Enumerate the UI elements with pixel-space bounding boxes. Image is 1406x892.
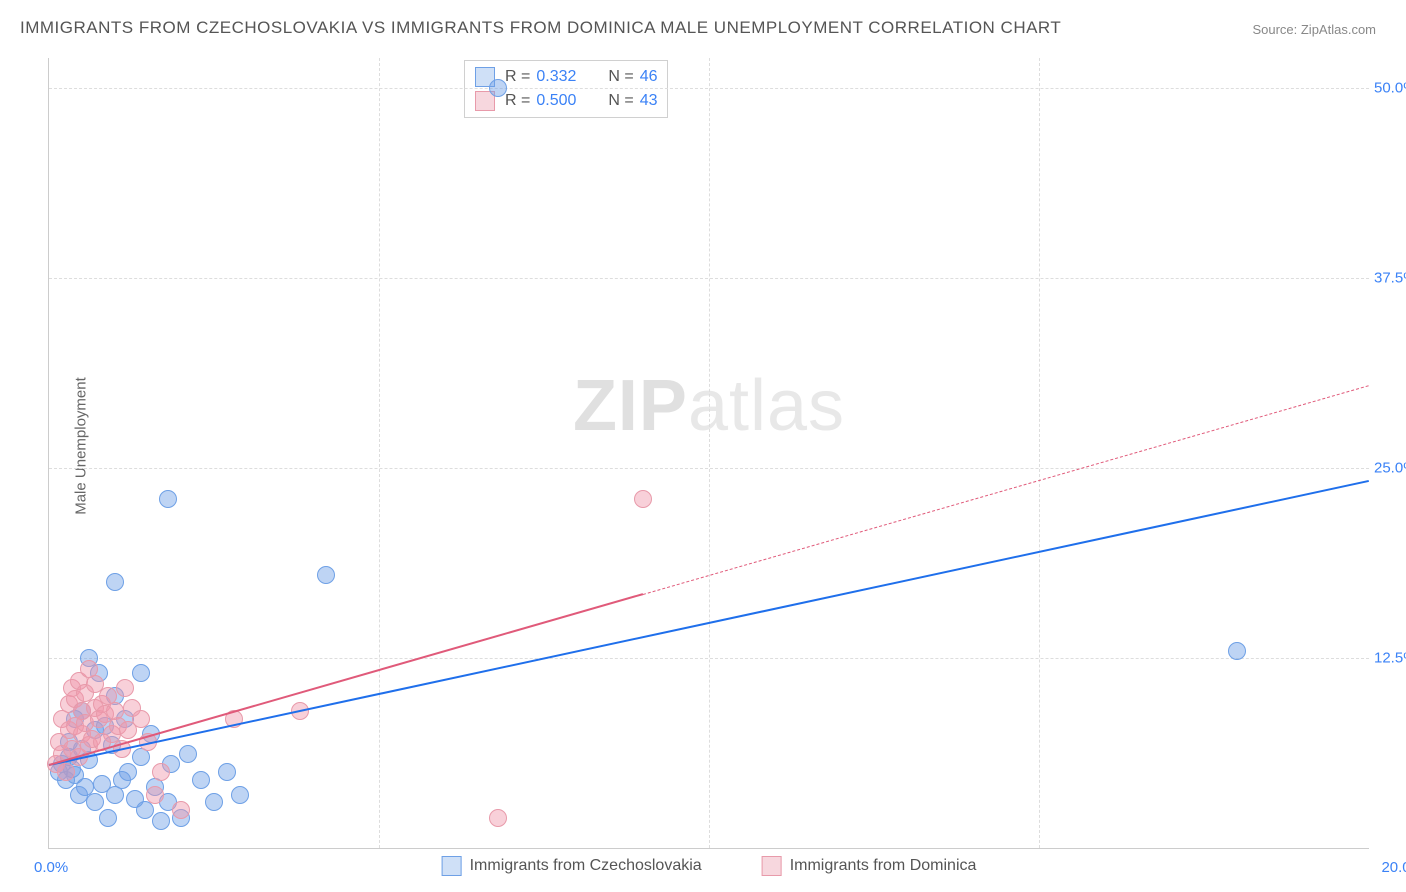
n-value: 43 [640, 92, 658, 110]
scatter-point-dominica [172, 801, 190, 819]
gridline-vertical [709, 58, 710, 848]
scatter-point-czech [86, 793, 104, 811]
r-label: R = [505, 92, 530, 110]
y-axis-tick-label: 12.5% [1374, 650, 1406, 667]
y-axis-tick-label: 25.0% [1374, 460, 1406, 477]
legend-swatch-icon [762, 856, 782, 876]
scatter-point-czech [99, 809, 117, 827]
scatter-point-czech [152, 812, 170, 830]
r-value: 0.500 [536, 92, 592, 110]
scatter-plot-area: ZIPatlas R =0.332N =46R =0.500N =43 0.0%… [48, 58, 1369, 849]
source-attribution: Source: ZipAtlas.com [1252, 22, 1376, 37]
x-axis-max-label: 20.0% [1381, 859, 1406, 876]
scatter-point-czech [218, 763, 236, 781]
n-label: N = [608, 92, 633, 110]
scatter-point-czech [192, 771, 210, 789]
legend-item-czech: Immigrants from Czechoslovakia [442, 856, 702, 876]
series-legend: Immigrants from Czechoslovakia Immigrants… [442, 856, 977, 876]
scatter-point-czech [489, 79, 507, 97]
scatter-point-czech [119, 763, 137, 781]
legend-item-dominica: Immigrants from Dominica [762, 856, 977, 876]
y-axis-tick-label: 37.5% [1374, 270, 1406, 287]
scatter-point-czech [136, 801, 154, 819]
scatter-point-czech [317, 566, 335, 584]
scatter-point-czech [205, 793, 223, 811]
gridline-vertical [379, 58, 380, 848]
n-label: N = [608, 68, 633, 86]
legend-swatch-icon [442, 856, 462, 876]
gridline-vertical [1039, 58, 1040, 848]
legend-label: Immigrants from Czechoslovakia [470, 857, 702, 875]
scatter-point-czech [231, 786, 249, 804]
scatter-point-dominica [132, 710, 150, 728]
scatter-point-czech [159, 490, 177, 508]
r-label: R = [505, 68, 530, 86]
n-value: 46 [640, 68, 658, 86]
chart-title: IMMIGRANTS FROM CZECHOSLOVAKIA VS IMMIGR… [20, 18, 1061, 38]
y-axis-tick-label: 50.0% [1374, 80, 1406, 97]
scatter-point-dominica [116, 679, 134, 697]
scatter-point-czech [1228, 642, 1246, 660]
scatter-point-dominica [634, 490, 652, 508]
x-axis-min-label: 0.0% [34, 859, 68, 876]
scatter-point-dominica [489, 809, 507, 827]
scatter-point-czech [179, 745, 197, 763]
scatter-point-dominica [146, 786, 164, 804]
scatter-point-czech [132, 664, 150, 682]
scatter-point-czech [106, 573, 124, 591]
scatter-point-dominica [152, 763, 170, 781]
trend-line [643, 385, 1369, 595]
scatter-point-dominica [57, 763, 75, 781]
legend-label: Immigrants from Dominica [790, 857, 977, 875]
r-value: 0.332 [536, 68, 592, 86]
